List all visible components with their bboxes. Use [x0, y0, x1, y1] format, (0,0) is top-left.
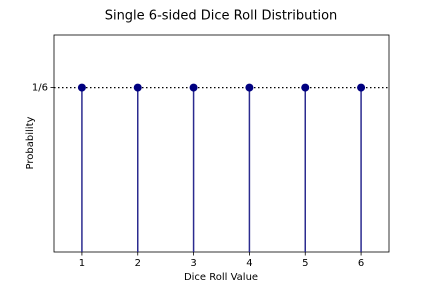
stem-marker	[77, 83, 86, 92]
x-tick-label: 6	[358, 258, 364, 269]
stem-marker	[245, 83, 254, 92]
x-tick-label: 2	[135, 258, 141, 269]
stem-marker	[189, 83, 198, 92]
x-tick-label: 4	[246, 258, 252, 269]
x-tick-label: 3	[190, 258, 196, 269]
x-axis-label: Dice Roll Value	[184, 272, 258, 283]
chart-title: Single 6-sided Dice Roll Distribution	[105, 9, 338, 24]
y-axis-label: Probability	[25, 116, 36, 169]
plot-frame	[53, 34, 390, 253]
x-tick-label: 5	[302, 258, 308, 269]
stem-marker	[357, 83, 366, 92]
x-tick-label: 1	[79, 258, 85, 269]
y-tick-label: 1/6	[32, 83, 48, 94]
stem-marker	[301, 83, 310, 92]
stem-marker	[133, 83, 142, 92]
